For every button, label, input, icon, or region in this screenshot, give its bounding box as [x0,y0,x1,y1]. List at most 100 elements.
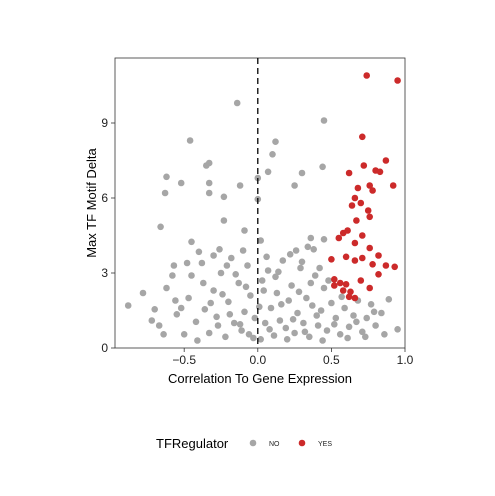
y-axis: 0 3 6 9 [101,116,115,355]
data-point-no [363,314,371,322]
data-point-no [310,246,318,253]
data-point-no [148,317,156,324]
data-point-no [139,289,147,297]
data-point-no [203,162,210,169]
data-point-yes [382,262,390,269]
data-point-no [319,337,326,344]
legend-title: TFRegulator [156,436,229,451]
data-point-yes [331,276,338,283]
data-point-no [378,309,385,317]
data-point-yes [369,187,376,194]
data-point-no [303,294,310,302]
data-point-no [292,247,300,254]
data-point-no [222,333,229,341]
data-point-no [238,327,245,334]
data-point-no [272,273,279,281]
data-point-no [228,254,235,262]
legend-label-no: NO [269,441,280,448]
data-point-yes [354,184,362,192]
data-point-yes [357,199,365,207]
data-point-no [353,318,360,326]
data-point-no [306,333,313,341]
data-point-yes [366,284,374,292]
data-point-no [251,314,259,322]
data-point-no [291,329,298,337]
legend-swatch-no [249,439,257,447]
data-point-no [300,319,307,327]
data-point-no [186,137,194,144]
data-point-no [177,304,185,312]
data-point-no [264,267,272,274]
data-point-no [331,321,338,328]
data-point-no [359,328,366,336]
series-no [124,99,401,344]
data-point-no [394,326,401,333]
data-point-no [195,248,203,256]
data-point-no [307,279,315,287]
data-point-yes [353,217,360,224]
data-point-no [263,253,270,261]
data-point-yes [342,281,350,288]
data-point-no [319,163,326,171]
data-point-yes [347,288,354,296]
data-point-yes [351,257,359,264]
data-point-yes [345,169,353,177]
data-point-yes [360,162,368,169]
data-point-yes [351,194,359,202]
data-point-no [266,326,273,333]
data-point-no [201,306,209,313]
data-point-no [264,168,272,176]
data-point-no [320,236,328,243]
data-point-no [177,179,185,187]
data-point-no [267,304,275,312]
data-point-no [317,307,325,314]
data-point-no [223,262,231,269]
data-point-no [226,311,234,318]
data-point-no [185,294,192,302]
data-point-no [173,311,181,318]
data-point-no [381,331,388,338]
data-point-no [230,319,238,327]
data-point-no [316,264,323,272]
data-point-no [198,259,206,267]
data-point-yes [348,202,356,209]
data-point-yes [375,252,382,259]
series-yes [328,72,401,302]
data-point-no [272,138,279,145]
data-point-yes [394,77,401,84]
data-point-no [273,289,281,297]
data-point-yes [382,157,390,164]
data-point-no [244,262,251,269]
data-point-no [235,279,242,287]
x-axis-title: Correlation To Gene Expression [168,371,352,386]
data-point-no [257,336,265,343]
data-point-yes [376,168,384,176]
data-point-no [314,322,322,329]
data-point-yes [359,133,366,141]
data-point-no [288,282,295,289]
data-point-no [210,252,217,259]
data-point-no [220,193,228,201]
data-point-no [338,293,346,301]
data-point-no [161,189,169,197]
data-point-no [258,277,266,284]
data-point-no [311,272,319,279]
y-axis-title: Max TF Motif Delta [84,147,99,257]
data-point-no [332,314,340,322]
data-point-no [214,322,222,329]
data-point-no [250,334,257,342]
data-point-no [255,303,263,311]
x-tick-label: 1.0 [397,353,414,367]
data-point-no [289,316,297,323]
data-point-yes [375,271,382,278]
data-point-yes [339,287,347,294]
data-point-no [301,328,309,336]
data-point-no [257,237,265,244]
data-point-no [236,321,244,328]
data-point-no [245,331,253,338]
data-point-no [260,287,268,294]
data-point-no [320,117,328,124]
data-point-no [276,317,284,324]
data-point-no [372,322,379,329]
